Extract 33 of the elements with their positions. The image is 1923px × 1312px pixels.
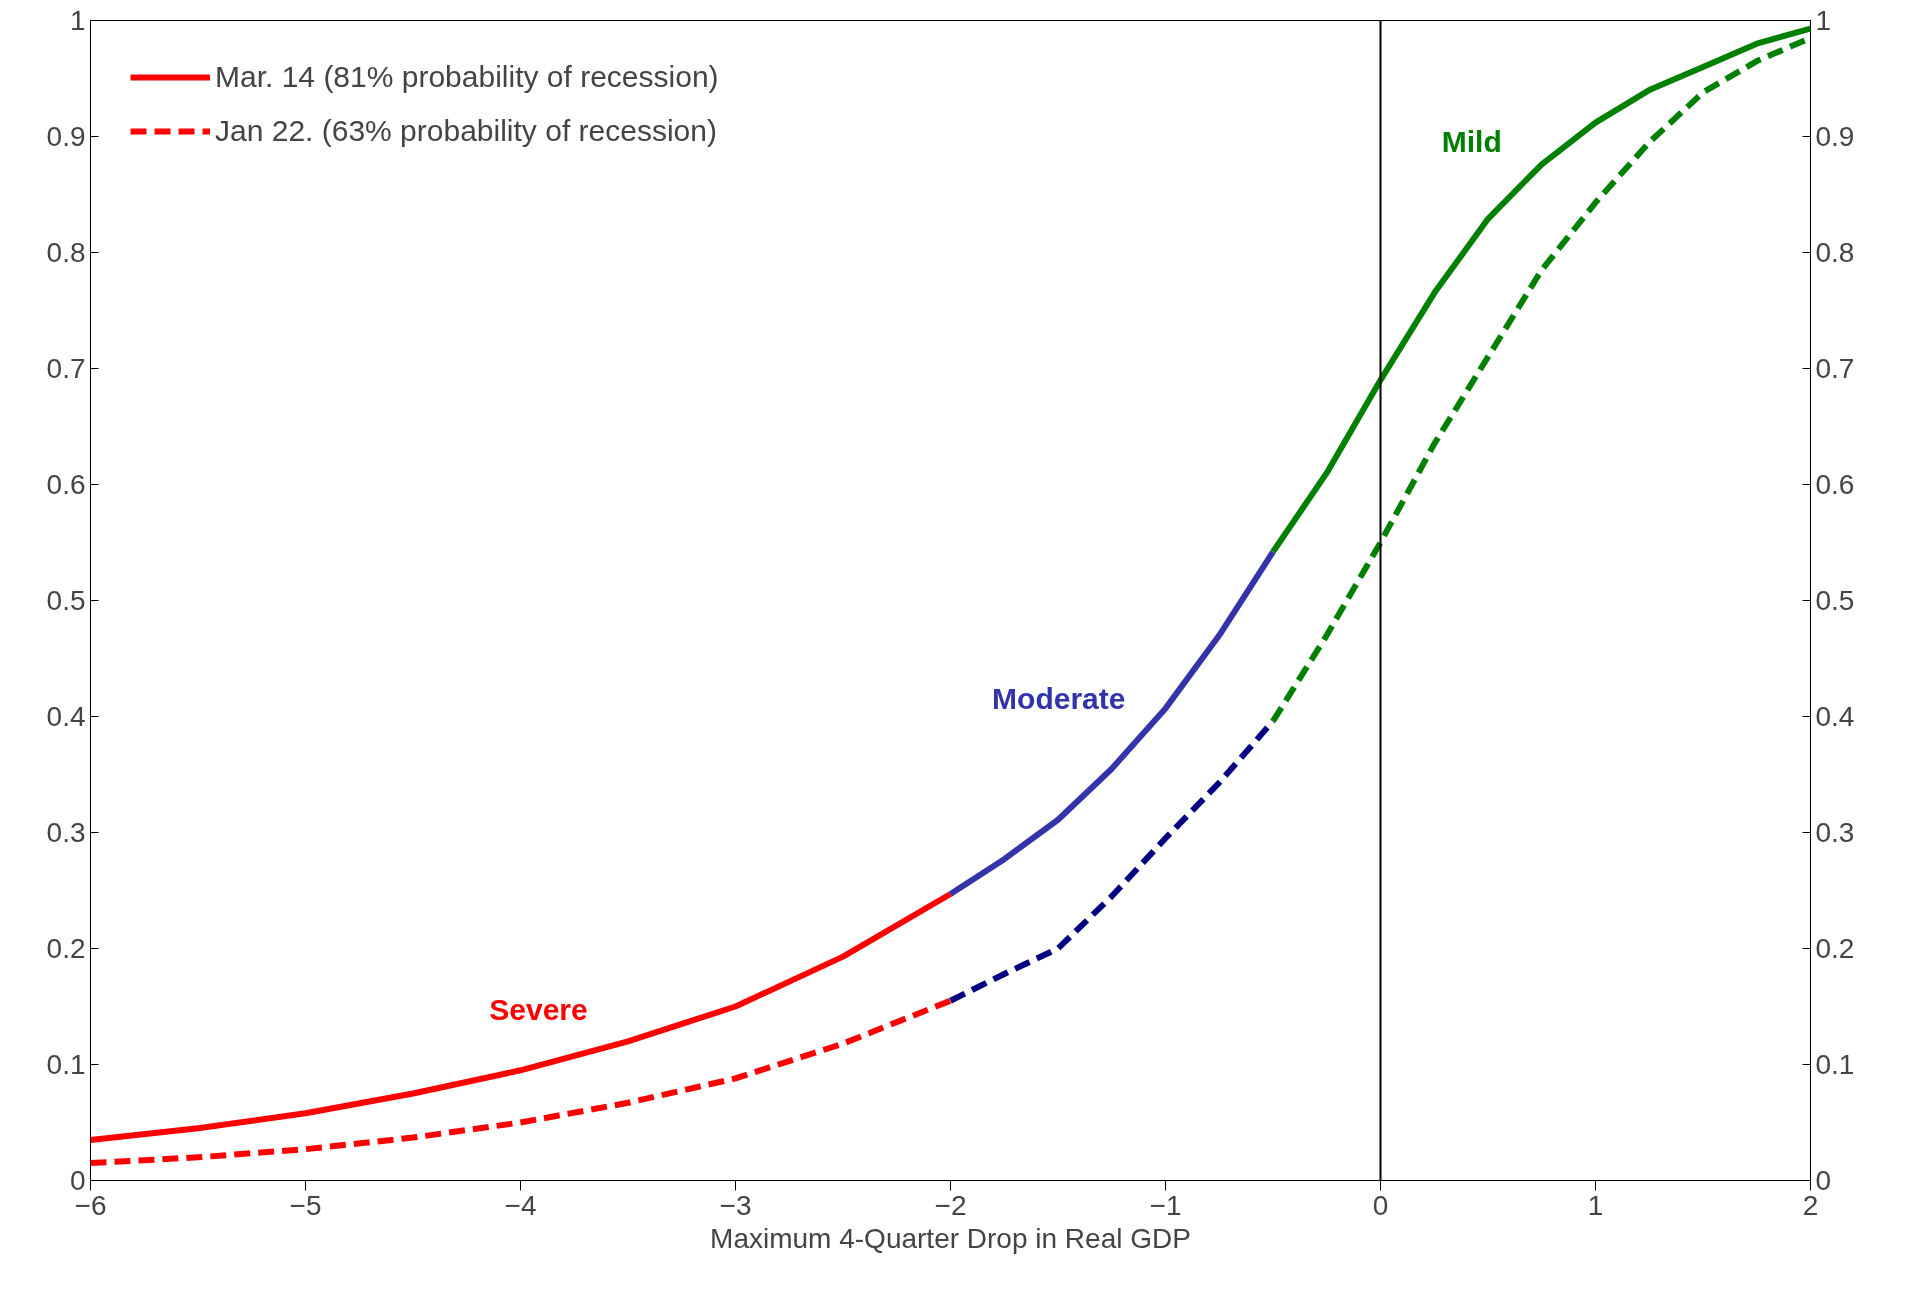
y2-tick-label: 0.5 bbox=[1815, 585, 1855, 616]
x-tick-label: −2 bbox=[934, 1189, 967, 1221]
y-tick-label: 0.1 bbox=[46, 1049, 86, 1080]
y2-tick-label: 0.8 bbox=[1815, 237, 1855, 268]
y-tick-label: 0.8 bbox=[46, 237, 86, 268]
y2-tick-label: 0.9 bbox=[1815, 121, 1855, 152]
y-tick-label: 0.6 bbox=[46, 469, 86, 500]
y-tick-label: 0.4 bbox=[46, 701, 86, 732]
x-tick-label: 0 bbox=[1372, 1189, 1389, 1221]
y2-tick-label: 1 bbox=[1815, 5, 1832, 36]
y-tick-label: 1 bbox=[69, 5, 86, 36]
x-tick-label: −1 bbox=[1149, 1189, 1182, 1221]
x-axis-title: Maximum 4-Quarter Drop in Real GDP bbox=[710, 1222, 1191, 1254]
y-tick-label: 0.3 bbox=[46, 817, 86, 848]
y2-tick-label: 0.1 bbox=[1815, 1049, 1855, 1080]
y-tick-label: 0.9 bbox=[46, 121, 86, 152]
y2-tick-label: 0.4 bbox=[1815, 701, 1855, 732]
x-tick-label: −5 bbox=[289, 1189, 322, 1221]
y-tick-label: 0.2 bbox=[46, 933, 86, 964]
y2-tick-label: 0.2 bbox=[1815, 933, 1855, 964]
y2-tick-label: 0.7 bbox=[1815, 353, 1855, 384]
y-tick-label: 0.7 bbox=[46, 353, 86, 384]
annotation: Moderate bbox=[992, 682, 1126, 716]
legend-label: Jan 22. (63% probability of recession) bbox=[215, 114, 717, 148]
y-tick-label: 0.5 bbox=[46, 585, 86, 616]
x-tick-label: 1 bbox=[1587, 1189, 1604, 1221]
y2-tick-label: 0.6 bbox=[1815, 469, 1855, 500]
y2-tick-label: 0.3 bbox=[1815, 817, 1855, 848]
x-tick-label: −4 bbox=[504, 1189, 537, 1221]
annotation: Mild bbox=[1441, 124, 1502, 158]
annotation: Severe bbox=[489, 992, 588, 1026]
legend-label: Mar. 14 (81% probability of recession) bbox=[215, 60, 719, 94]
x-tick-label: −3 bbox=[719, 1189, 752, 1221]
